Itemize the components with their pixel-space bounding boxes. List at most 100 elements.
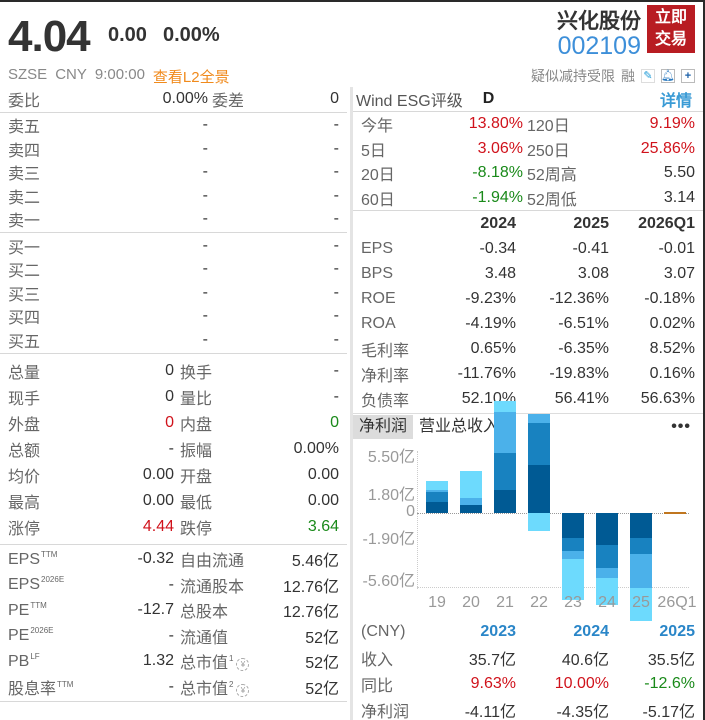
currency-toggle-icon[interactable]: ¥ — [236, 683, 250, 697]
bar-segment[interactable] — [596, 578, 618, 605]
ask-row[interactable]: 卖三 - - — [0, 161, 347, 185]
quote-label: 涨停 — [8, 520, 41, 538]
summary-row: 净利润 -4.11亿 -4.35亿 -5.17亿 — [353, 697, 703, 720]
bar-segment[interactable] — [494, 411, 516, 453]
order-diff-label: 委差 — [212, 92, 245, 110]
right-panel: Wind ESG评级 D 详情 今年 13.80% 120日 9.19% 5日 3.06… — [350, 87, 703, 720]
valuation-value: 12.76亿 — [282, 578, 339, 596]
x-tick: 26Q1 — [657, 594, 697, 611]
trade-button-line2: 交易 — [654, 31, 687, 48]
bar-segment[interactable] — [460, 505, 482, 513]
window-right-border — [703, 0, 705, 720]
ask-row[interactable]: 卖二 - - — [0, 184, 347, 208]
fin-label: 净利率 — [361, 367, 410, 385]
bar-segment[interactable] — [596, 567, 618, 579]
summary-unit: (CNY) — [361, 623, 406, 640]
bar-segment[interactable] — [426, 501, 448, 513]
bar-segment[interactable] — [426, 480, 448, 490]
quote-row: 均价 0.00 开盘 0.00 — [0, 462, 347, 488]
quote-label: 最低 — [180, 494, 213, 512]
fin-label: BPS — [361, 264, 394, 282]
bar-segment[interactable] — [596, 513, 618, 545]
bar-segment[interactable] — [528, 423, 550, 466]
bid-row[interactable]: 买一 - - — [0, 234, 347, 258]
ask-price: - — [202, 210, 208, 228]
trade-now-button[interactable]: 立即 交易 — [647, 5, 695, 53]
more-options-icon[interactable]: ••• — [671, 417, 691, 435]
limit-down-value: 3.64 — [307, 517, 339, 535]
esg-detail-link[interactable]: 详情 — [659, 93, 692, 110]
currency-toggle-icon[interactable]: ¥ — [236, 658, 250, 672]
ask-row[interactable]: 卖四 - - — [0, 137, 347, 161]
quote-row: 总量 0 换手 - — [0, 358, 347, 384]
bar-segment[interactable] — [426, 489, 448, 492]
bar-segment[interactable] — [494, 452, 516, 490]
valuation-value: - — [168, 677, 174, 695]
bar-segment[interactable] — [562, 559, 584, 600]
quote-label: 量比 — [180, 390, 213, 408]
bid-row[interactable]: 买五 - - — [0, 328, 347, 352]
bar-segment[interactable] — [528, 413, 550, 424]
bid-volume: - — [333, 260, 339, 278]
bar-segment[interactable] — [494, 401, 516, 412]
bid-volume: - — [333, 307, 339, 325]
perf-label: 52周高 — [527, 167, 577, 185]
order-ratio-value: 0.00% — [162, 89, 208, 107]
valuation-value: - — [168, 626, 174, 644]
tab-net-profit[interactable]: 净利润 — [353, 414, 414, 439]
bar-segment[interactable] — [664, 512, 686, 514]
bar-segment[interactable] — [562, 550, 584, 560]
fin-value: 0.65% — [470, 339, 516, 357]
bar-segment[interactable] — [528, 513, 550, 531]
outer-volume-value: 0 — [165, 413, 174, 431]
bar-segment[interactable] — [562, 538, 584, 551]
ask-row[interactable]: 卖五 - - — [0, 114, 347, 138]
bar-segment[interactable] — [630, 513, 652, 539]
divider — [0, 700, 347, 702]
bid-row[interactable]: 买三 - - — [0, 281, 347, 305]
bar-segment[interactable] — [460, 471, 482, 498]
bottom-gridline — [417, 587, 689, 588]
ask-price: - — [202, 163, 208, 181]
window-top-border — [0, 0, 705, 2]
bid-label: 买二 — [8, 263, 41, 281]
chart-tabs: 净利润 营业总收入 ••• — [353, 413, 703, 439]
valuation-row: PE2026E - 流通值 52亿 — [0, 623, 347, 649]
bar-segment[interactable] — [630, 587, 652, 622]
valuation-value: 1.32 — [142, 652, 174, 670]
valuation-row: 股息率TTM - 总市值2¥ 52亿 — [0, 674, 347, 700]
bar-segment[interactable] — [630, 538, 652, 554]
valuation-label: 总股本 — [180, 604, 229, 622]
pencil-icon[interactable]: ✎ — [641, 69, 655, 83]
margin-flag: 融 — [621, 68, 635, 84]
fin-value: -9.23% — [465, 289, 516, 307]
bar-segment[interactable] — [596, 544, 618, 568]
quote-label: 振幅 — [180, 442, 213, 460]
bar-segment[interactable] — [494, 489, 516, 513]
fin-value: -11.76% — [457, 364, 516, 382]
summary-col-header: 2023 — [480, 623, 516, 640]
summary-value: -4.35亿 — [556, 704, 609, 720]
bar-segment[interactable] — [562, 513, 584, 539]
l2-link[interactable]: 查看L2全景 — [152, 69, 230, 86]
divider — [0, 543, 347, 545]
ask-volume: - — [333, 139, 339, 157]
bar-segment[interactable] — [630, 553, 652, 588]
plus-icon[interactable]: + — [681, 69, 695, 83]
bar-segment[interactable] — [426, 491, 448, 502]
fin-value: -0.41 — [572, 239, 609, 257]
financials-row: ROA -4.19% -6.51% 0.02% — [353, 311, 703, 336]
fin-value: 0.16% — [649, 364, 695, 382]
bid-row[interactable]: 买二 - - — [0, 258, 347, 282]
quote-label: 外盘 — [8, 416, 41, 434]
bell-icon[interactable]: 🔔︎ — [661, 69, 675, 83]
quote-row: 外盘 0 内盘 0 — [0, 410, 347, 436]
tab-total-revenue[interactable]: 营业总收入 — [419, 417, 500, 435]
bid-row[interactable]: 买四 - - — [0, 305, 347, 329]
summary-value: -4.11亿 — [464, 704, 516, 720]
financials-row: 毛利率 0.65% -6.35% 8.52% — [353, 336, 703, 361]
quote-value: 0.00 — [142, 491, 174, 509]
bar-segment[interactable] — [528, 465, 550, 513]
bar-segment[interactable] — [460, 497, 482, 506]
ask-row[interactable]: 卖一 - - — [0, 208, 347, 232]
